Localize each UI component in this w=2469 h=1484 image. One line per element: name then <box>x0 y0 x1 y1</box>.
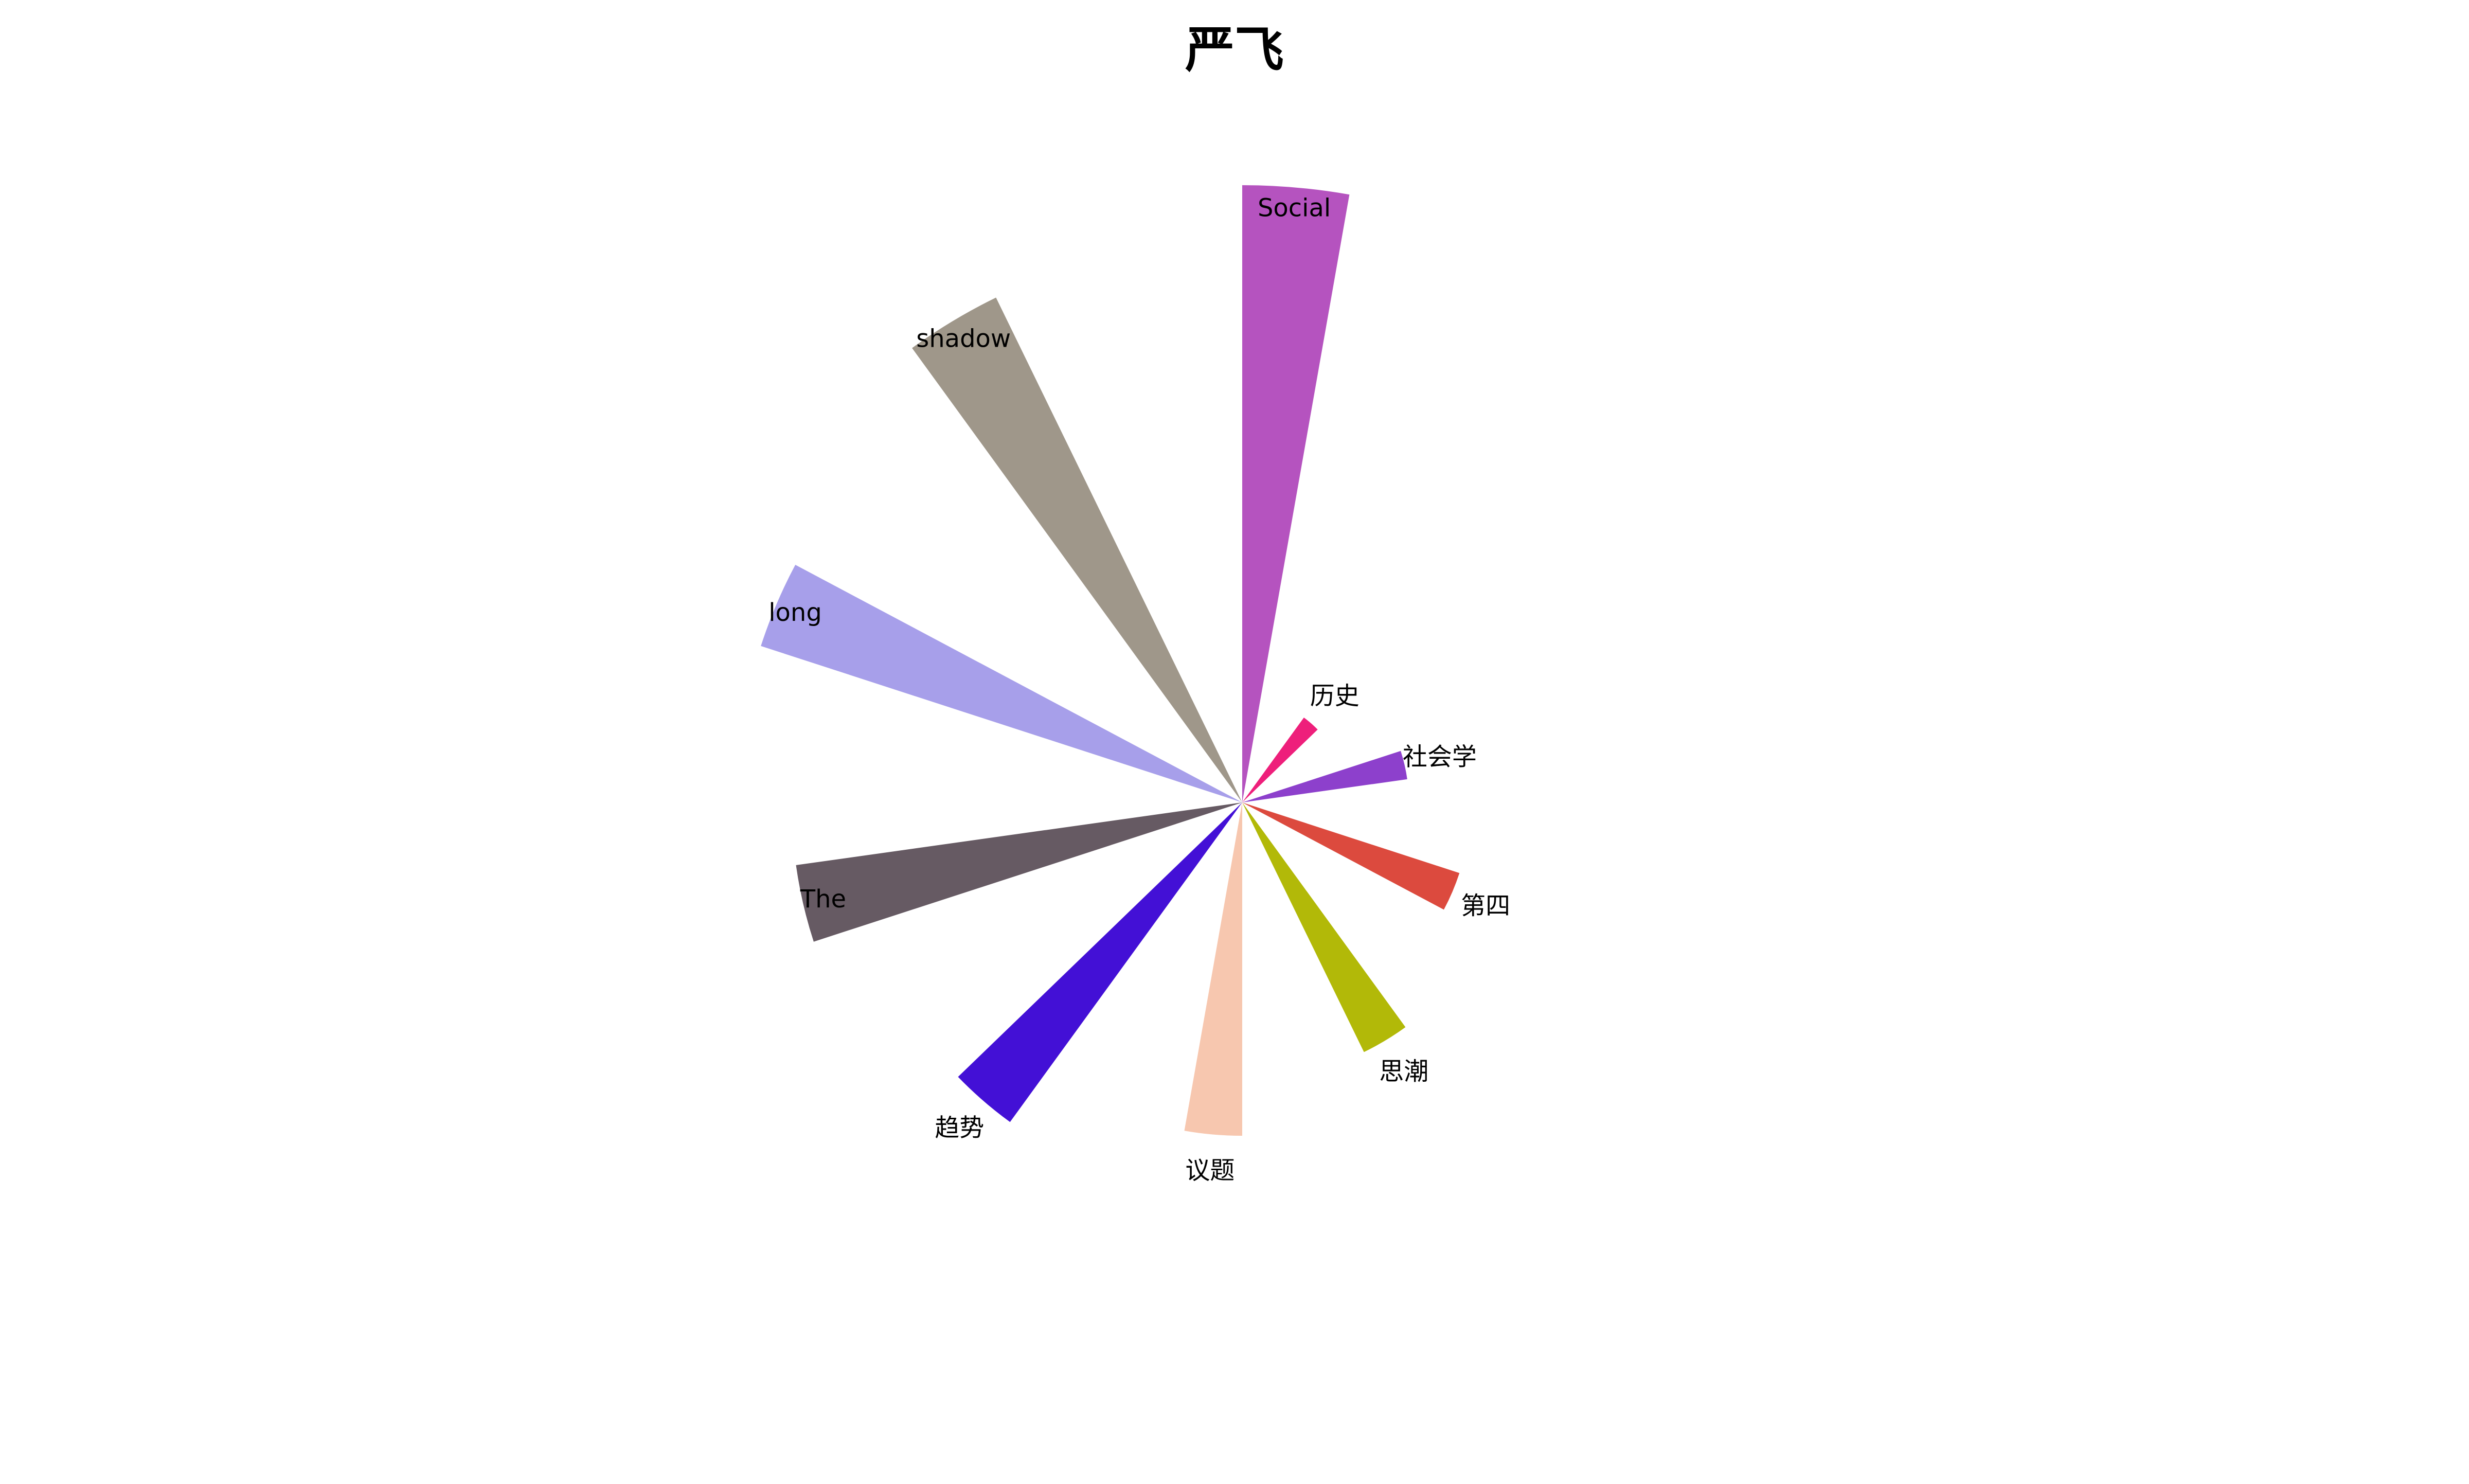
rose-slice-5[interactable] <box>1184 802 1243 1136</box>
slice-label-8: long <box>768 598 822 627</box>
rose-slice-9[interactable] <box>912 297 1242 803</box>
slice-label-4: 思潮 <box>1379 1057 1428 1086</box>
rose-slice-7[interactable] <box>796 802 1243 942</box>
slice-label-0: Social <box>1258 193 1331 222</box>
rose-slice-1[interactable] <box>1242 718 1318 802</box>
rose-slice-2[interactable] <box>1242 750 1407 802</box>
chart-title: 严飞 <box>1185 21 1284 79</box>
slice-label-2: 社会学 <box>1403 742 1477 771</box>
rose-slice-8[interactable] <box>761 565 1242 802</box>
rose-slice-0[interactable] <box>1242 185 1350 802</box>
slice-label-9: shadow <box>916 324 1011 353</box>
slice-label-3: 第四 <box>1461 891 1510 920</box>
rose-slice-4[interactable] <box>1242 802 1406 1052</box>
slice-label-5: 议题 <box>1185 1156 1234 1185</box>
rose-slice-3[interactable] <box>1242 802 1460 910</box>
rose-slice-6[interactable] <box>958 802 1243 1122</box>
slice-label-1: 历史 <box>1310 682 1359 710</box>
slice-label-6: 趋势 <box>935 1113 984 1142</box>
slice-label-7: The <box>800 885 846 914</box>
slices-layer <box>761 185 1460 1136</box>
